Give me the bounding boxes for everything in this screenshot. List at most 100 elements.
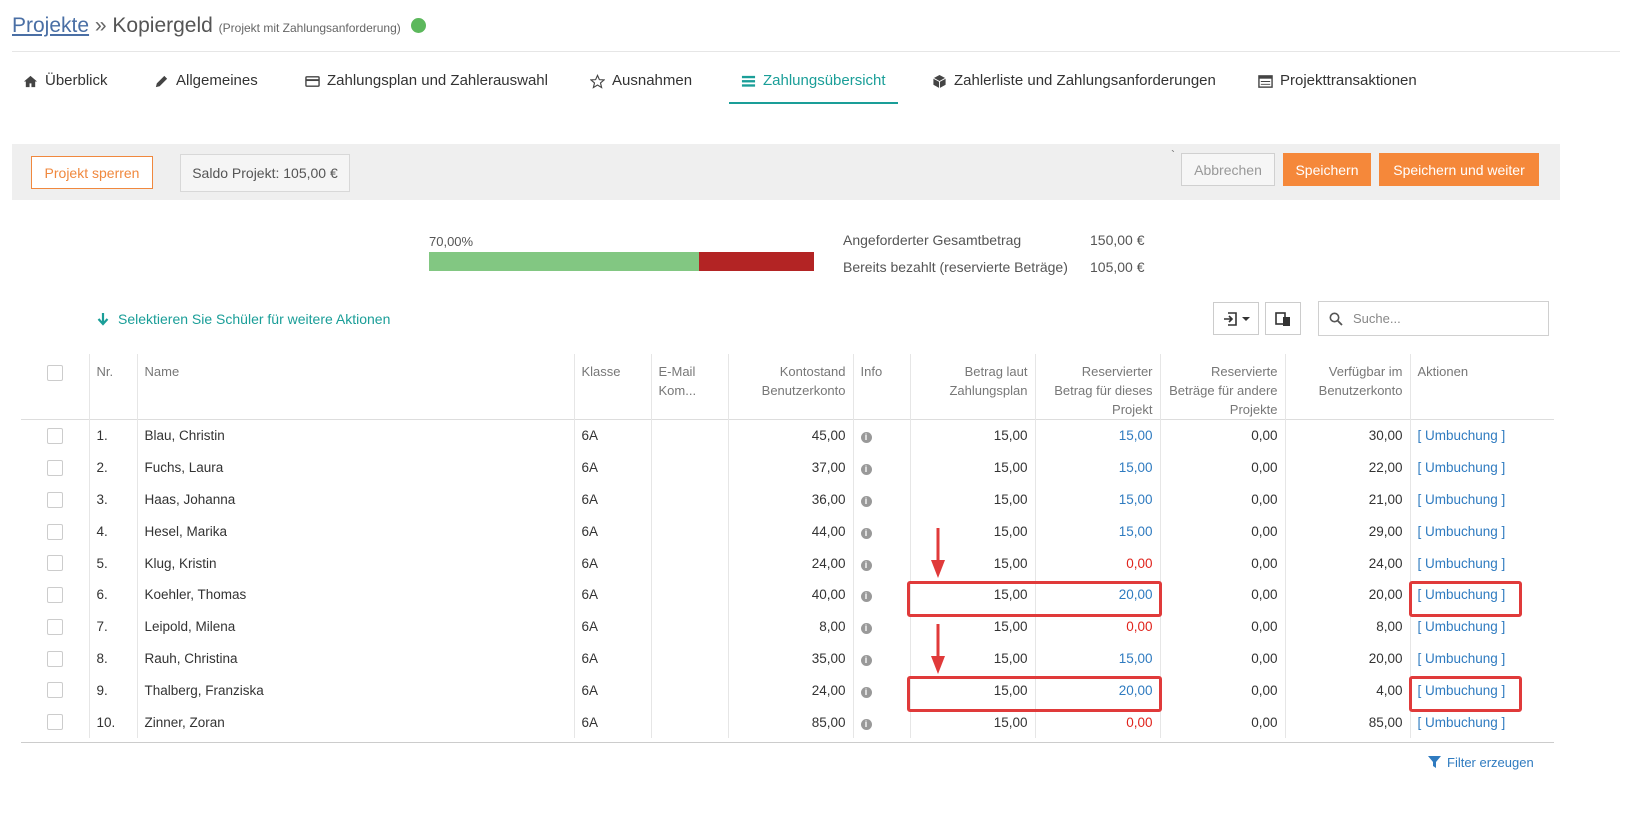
umbuchung-link[interactable]: [ Umbuchung ]: [1417, 682, 1506, 698]
tab-ueberblick[interactable]: Überblick: [23, 72, 108, 104]
export-dropdown-button[interactable]: [1213, 302, 1259, 335]
info-icon[interactable]: i: [860, 559, 872, 571]
table-row: 7. Leipold, Milena 6A 8,00 i 15,00 0,00 0,00 8,0…: [21, 610, 1554, 643]
row-info: i: [852, 674, 910, 707]
info-icon[interactable]: i: [860, 591, 872, 603]
annotation-arrow-down-icon: [931, 624, 945, 674]
search-input[interactable]: [1351, 310, 1535, 327]
row-andere: 0,00: [1159, 610, 1285, 643]
umbuchung-link[interactable]: [ Umbuchung ]: [1417, 428, 1506, 444]
row-checkbox[interactable]: [47, 587, 63, 604]
row-kontostand: 24,00: [727, 547, 853, 579]
row-klasse: 6A: [573, 706, 651, 738]
row-betrag: 15,00: [909, 578, 1035, 611]
select-students-hint[interactable]: Selektieren Sie Schüler für weitere Akti…: [96, 311, 390, 327]
row-verfuegbar: 21,00: [1284, 483, 1410, 516]
tab-projekttransaktionen[interactable]: Projekttransaktionen: [1258, 72, 1417, 104]
row-select-cell: [21, 579, 89, 611]
annotation-highlight-box: [1409, 581, 1522, 617]
col-aktionen: Aktionen: [1409, 354, 1554, 420]
row-checkbox[interactable]: [47, 428, 63, 445]
col-info[interactable]: Info: [852, 354, 910, 420]
col-kontostand[interactable]: Kontostand Benutzerkonto: [727, 354, 853, 420]
row-klasse: 6A: [573, 419, 651, 452]
info-icon[interactable]: i: [860, 654, 872, 666]
umbuchung-link[interactable]: [ Umbuchung ]: [1417, 555, 1506, 571]
create-filter-link[interactable]: Filter erzeugen: [1428, 755, 1534, 770]
info-icon[interactable]: i: [860, 686, 872, 698]
tab-label: Allgemeines: [176, 72, 258, 89]
action-toolbar: Projekt sperren Saldo Projekt: 105,00 € …: [12, 144, 1560, 200]
row-checkbox[interactable]: [47, 491, 63, 508]
row-checkbox[interactable]: [47, 618, 63, 635]
row-select-cell: [21, 706, 89, 738]
col-klasse[interactable]: Klasse: [573, 354, 651, 420]
select-hint-text: Selektieren Sie Schüler für weitere Akti…: [118, 311, 391, 327]
row-betrag: 15,00: [909, 515, 1035, 548]
info-icon[interactable]: i: [860, 464, 872, 476]
breadcrumb-separator: »: [94, 14, 107, 37]
umbuchung-link[interactable]: [ Umbuchung ]: [1417, 460, 1506, 476]
column-toggle-button[interactable]: [1265, 302, 1301, 335]
row-checkbox[interactable]: [47, 523, 63, 540]
umbuchung-link[interactable]: [ Umbuchung ]: [1417, 650, 1506, 666]
col-betrag[interactable]: Betrag laut Zahlungsplan: [909, 354, 1035, 420]
row-select-cell: [21, 484, 89, 516]
row-klasse: 6A: [573, 578, 651, 611]
col-reserviert[interactable]: Reservierter Betrag für dieses Projekt: [1034, 354, 1160, 420]
info-icon[interactable]: i: [860, 495, 872, 507]
save-and-continue-button[interactable]: Speichern und weiter: [1379, 153, 1539, 186]
col-nr[interactable]: Nr.: [88, 354, 137, 420]
breadcrumb-projekte-link[interactable]: Projekte: [12, 14, 90, 37]
search-box[interactable]: [1318, 301, 1549, 336]
row-reserviert: 20,00: [1034, 578, 1160, 611]
umbuchung-link[interactable]: [ Umbuchung ]: [1417, 714, 1506, 730]
tab-label: Zahlerliste und Zahlungsanforderungen: [954, 72, 1216, 89]
tab-zahlungsplan[interactable]: Zahlungsplan und Zahlerauswahl: [305, 72, 548, 104]
row-klasse: 6A: [573, 483, 651, 516]
row-checkbox[interactable]: [47, 555, 63, 572]
col-andere[interactable]: Reservierte Beträge für andere Projekte: [1159, 354, 1285, 420]
row-kontostand: 8,00: [727, 610, 853, 643]
info-icon[interactable]: i: [860, 527, 872, 539]
row-name: Blau, Christin: [136, 419, 574, 452]
annotation-highlight-box: [1409, 676, 1522, 712]
info-icon[interactable]: i: [860, 432, 872, 444]
umbuchung-link[interactable]: [ Umbuchung ]: [1417, 491, 1506, 507]
lock-project-button[interactable]: Projekt sperren: [31, 156, 153, 189]
row-betrag: 15,00: [909, 483, 1035, 516]
row-email: [650, 578, 728, 611]
row-nr: 1.: [88, 419, 137, 452]
row-checkbox[interactable]: [47, 682, 63, 699]
table-row: 9. Thalberg, Franziska 6A 24,00 i 15,00 20,00 0…: [21, 674, 1554, 707]
cancel-button[interactable]: Abbrechen: [1181, 153, 1275, 186]
row-checkbox[interactable]: [47, 459, 63, 476]
tab-zahlerliste[interactable]: Zahlerliste und Zahlungsanforderungen: [932, 72, 1216, 104]
col-verfuegbar[interactable]: Verfügbar im Benutzerkonto: [1284, 354, 1410, 420]
row-klasse: 6A: [573, 610, 651, 643]
row-select-cell: [21, 643, 89, 675]
row-nr: 3.: [88, 483, 137, 516]
select-all-checkbox[interactable]: [47, 364, 63, 381]
save-button[interactable]: Speichern: [1283, 153, 1371, 186]
umbuchung-link[interactable]: [ Umbuchung ]: [1417, 587, 1506, 603]
row-verfuegbar: 29,00: [1284, 515, 1410, 548]
row-name: Fuchs, Laura: [136, 451, 574, 484]
row-kontostand: 24,00: [727, 674, 853, 707]
row-email: [650, 483, 728, 516]
info-icon[interactable]: i: [860, 718, 872, 730]
row-email: [650, 515, 728, 548]
umbuchung-link[interactable]: [ Umbuchung ]: [1417, 619, 1506, 635]
row-betrag: 15,00: [909, 419, 1035, 452]
col-email[interactable]: E-Mail Kom...: [650, 354, 728, 420]
umbuchung-link[interactable]: [ Umbuchung ]: [1417, 523, 1506, 539]
tab-allgemeines[interactable]: Allgemeines: [154, 72, 258, 104]
info-icon[interactable]: i: [860, 623, 872, 635]
row-checkbox[interactable]: [47, 650, 63, 667]
filter-icon: [1428, 756, 1441, 768]
tab-zahlungsuebersicht[interactable]: Zahlungsübersicht: [729, 72, 898, 104]
row-checkbox[interactable]: [47, 714, 63, 731]
tab-ausnahmen[interactable]: Ausnahmen: [590, 72, 692, 104]
row-select-cell: [21, 452, 89, 484]
col-name[interactable]: Name: [136, 354, 574, 420]
